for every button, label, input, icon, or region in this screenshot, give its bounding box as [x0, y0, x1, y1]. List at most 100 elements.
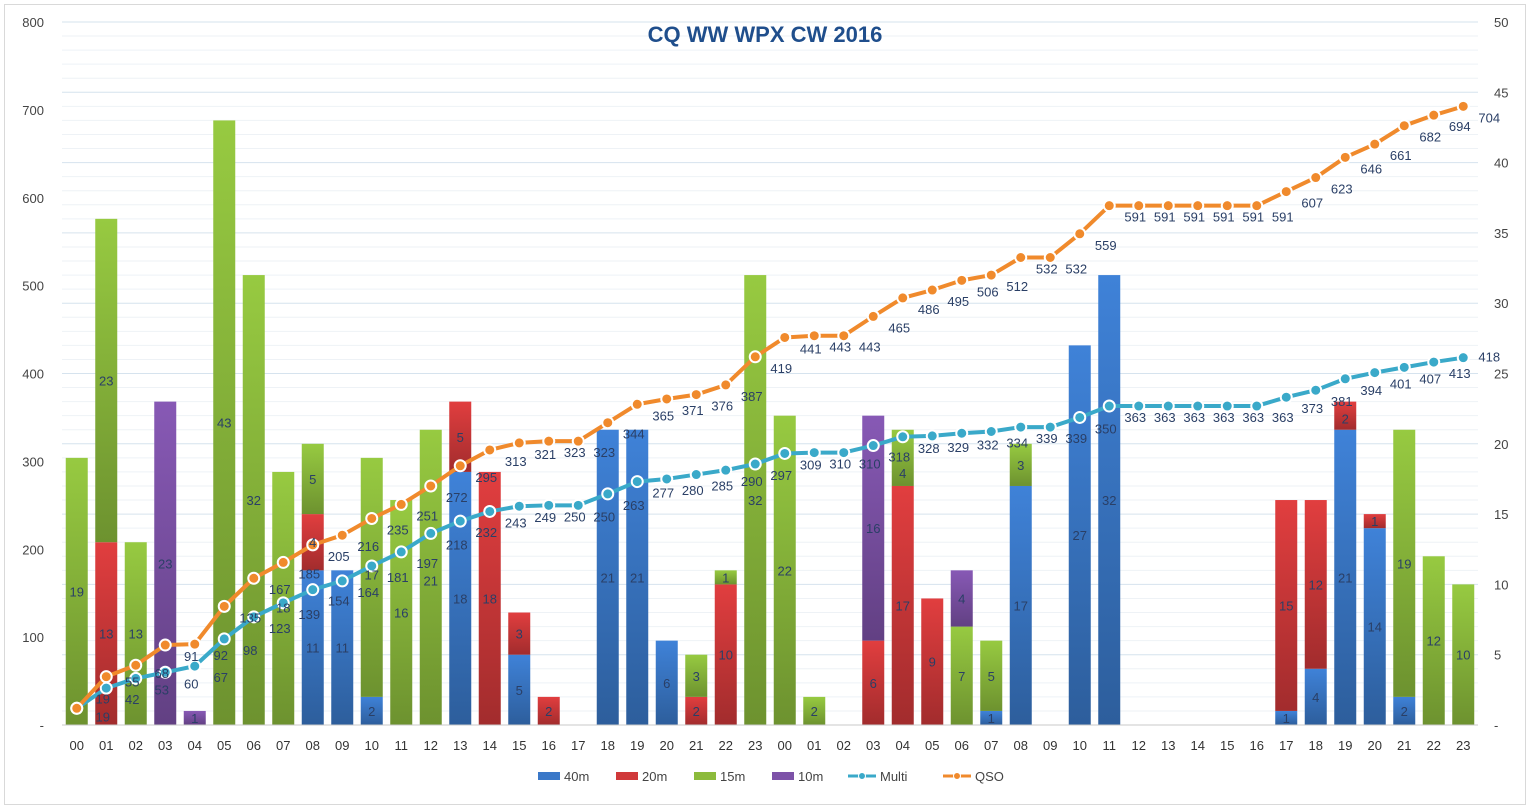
- point-Multi: [1279, 390, 1293, 404]
- bar-20m: [1304, 500, 1327, 669]
- bar-label-40m: 1: [1283, 711, 1290, 726]
- bar-40m: [626, 429, 649, 725]
- point-Multi: [984, 424, 998, 438]
- point-Multi: [365, 559, 379, 573]
- x-tick-label: 23: [748, 738, 762, 753]
- point-label-QSO: 591: [1154, 210, 1176, 225]
- bar-20m: [1334, 401, 1357, 430]
- point-label-QSO: 465: [888, 320, 910, 335]
- point-label-QSO: 216: [357, 539, 379, 554]
- bar-label-20m: 4: [309, 535, 316, 550]
- point-label-Multi: 19: [96, 709, 110, 724]
- bar-40m: [1393, 696, 1416, 725]
- point-label-Multi: 413: [1449, 366, 1471, 381]
- point-Multi: [1397, 360, 1411, 374]
- point-label-Multi: 243: [505, 515, 527, 530]
- point-label-QSO: 591: [1183, 210, 1205, 225]
- point-Multi: [719, 463, 733, 477]
- bar-label-40m: 27: [1073, 528, 1087, 543]
- y-right-tick-label: 50: [1494, 15, 1508, 30]
- bar-10m: [862, 415, 885, 641]
- x-tick-label: 19: [630, 738, 644, 753]
- point-label-QSO: 495: [947, 294, 969, 309]
- point-label-QSO: 512: [1006, 279, 1028, 294]
- bar-40m: [1304, 668, 1327, 725]
- bar-15m: [685, 654, 708, 697]
- bar-label-15m: 12: [1427, 634, 1441, 649]
- bar-40m: [1098, 275, 1121, 725]
- y-right-tick-label: 10: [1494, 577, 1508, 592]
- point-label-Multi: 309: [800, 457, 822, 472]
- point-Multi: [335, 574, 349, 588]
- point-QSO: [158, 638, 172, 652]
- point-label-QSO: 443: [829, 340, 851, 355]
- bar-label-15m: 5: [988, 669, 995, 684]
- point-QSO: [719, 378, 733, 392]
- point-QSO: [1043, 251, 1057, 265]
- point-label-QSO: 91: [184, 649, 198, 664]
- point-Multi: [1132, 399, 1146, 413]
- axes: -100200300400500600700800-51015202530354…: [22, 15, 1508, 753]
- bar-20m: [685, 696, 708, 725]
- point-Multi: [247, 610, 261, 624]
- point-label-QSO: 272: [446, 490, 468, 505]
- x-tick-label: 10: [365, 738, 379, 753]
- point-label-Multi: 339: [1036, 431, 1058, 446]
- point-label-QSO: 682: [1419, 130, 1441, 145]
- y-left-tick-label: 600: [22, 191, 44, 206]
- point-QSO: [188, 637, 202, 651]
- data-labels: 1913231323143321811451121716211851853221…: [70, 110, 1501, 726]
- point-label-QSO: 251: [416, 508, 438, 523]
- point-Multi: [453, 514, 467, 528]
- chart-title: CQ WW WPX CW 2016: [648, 22, 883, 47]
- bar-40m: [596, 429, 619, 725]
- point-Multi: [276, 596, 290, 610]
- legend-label: Multi: [880, 769, 908, 784]
- point-Multi: [748, 457, 762, 471]
- bar-40m: [980, 710, 1003, 725]
- point-label-Multi: 98: [243, 643, 257, 658]
- point-Multi: [925, 429, 939, 443]
- x-tick-label: 17: [1279, 738, 1293, 753]
- y-left-tick-label: 300: [22, 454, 44, 469]
- point-QSO: [483, 443, 497, 457]
- bar-label-10m: 1: [191, 711, 198, 726]
- bar-15m: [1009, 443, 1032, 486]
- point-Multi: [424, 526, 438, 540]
- bar-15m: [714, 570, 737, 585]
- point-label-QSO: 92: [214, 648, 228, 663]
- bar-40m: [1009, 485, 1032, 725]
- point-Multi: [1368, 366, 1382, 380]
- bar-label-20m: 3: [516, 627, 523, 642]
- point-label-Multi: 394: [1360, 383, 1382, 398]
- y-left-tick-label: 700: [22, 103, 44, 118]
- point-QSO: [778, 330, 792, 344]
- bar-15m: [213, 120, 236, 726]
- point-Multi: [188, 659, 202, 673]
- point-QSO: [837, 329, 851, 343]
- bar-20m: [891, 485, 914, 725]
- point-label-QSO: 694: [1449, 119, 1471, 134]
- legend-item-QSO: QSO: [943, 769, 1004, 784]
- bar-label-15m: 1: [722, 570, 729, 585]
- point-label-QSO: 532: [1065, 262, 1087, 277]
- x-tick-label: 08: [306, 738, 320, 753]
- bar-20m: [449, 401, 472, 472]
- point-QSO: [660, 392, 674, 406]
- point-label-Multi: 123: [269, 621, 291, 636]
- legend: 40m 20m 15m 10m Multi QSO: [538, 769, 1004, 784]
- point-QSO: [1132, 199, 1146, 213]
- x-tick-label: 12: [424, 738, 438, 753]
- point-label-QSO: 443: [859, 340, 881, 355]
- legend-item-15m: 15m: [694, 769, 745, 784]
- x-tick-label: 09: [335, 738, 349, 753]
- bar-20m: [537, 696, 560, 725]
- x-tick-label: 21: [1397, 738, 1411, 753]
- point-QSO: [1014, 251, 1028, 265]
- point-label-QSO: 591: [1242, 210, 1264, 225]
- point-label-Multi: 310: [859, 457, 881, 472]
- point-label-QSO: 559: [1095, 238, 1117, 253]
- point-QSO: [247, 571, 261, 585]
- bar-15m: [891, 429, 914, 486]
- point-label-QSO: 419: [770, 361, 792, 376]
